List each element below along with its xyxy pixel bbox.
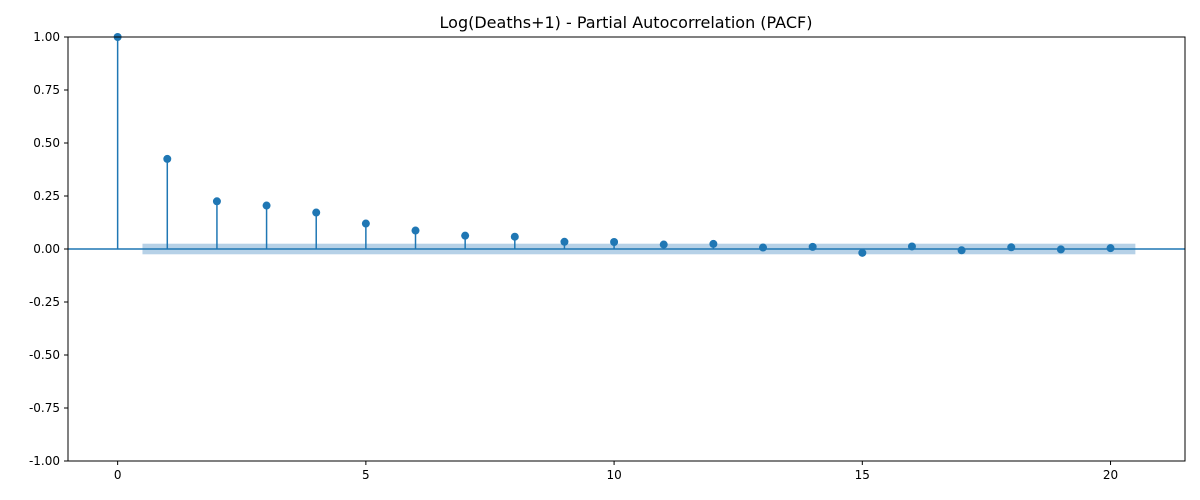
y-tick-label--0.25: -0.25 [29,295,60,309]
x-tick-label-0: 0 [114,468,122,482]
stem-marker-lag-15 [858,248,867,257]
chart-title: Log(Deaths+1) - Partial Autocorrelation … [440,13,813,32]
stem-marker-lag-7 [461,231,470,240]
y-tick-label--0.50: -0.50 [29,348,60,362]
stem-marker-lag-4 [312,208,321,217]
stem-marker-lag-18 [1007,243,1016,252]
axis-layer: 0 5 10 15 20 1.00 0.75 0.50 0.25 0.00 -0.25 -0.50 -0… [29,30,1118,482]
stem-marker-lag-20 [1106,244,1115,253]
stem-marker-lag-13 [759,243,768,252]
y-tick-label-0.75: 0.75 [33,83,60,97]
x-tick-label-5: 5 [362,468,370,482]
x-tick-label-20: 20 [1103,468,1118,482]
stem-marker-lag-8 [510,232,519,241]
x-tick-label-15: 15 [855,468,870,482]
stem-marker-lag-11 [659,240,668,249]
stem-marker-lag-17 [957,246,966,255]
stem-marker-lag-16 [907,242,916,251]
stem-marker-lag-2 [212,197,221,206]
y-tick-label--0.75: -0.75 [29,401,60,415]
stem-marker-lag-9 [560,237,569,246]
stem-marker-lag-10 [610,238,619,247]
stem-marker-lag-14 [808,242,817,251]
stem-marker-lag-3 [262,201,271,210]
x-tick-label-10: 10 [606,468,621,482]
stem-marker-lag-1 [163,154,172,163]
y-tick-label-0.25: 0.25 [33,189,60,203]
y-tick-label-1.00: 1.00 [33,30,60,44]
plot-frame [67,36,1186,462]
y-tick-label--1.00: -1.00 [29,454,60,468]
stem-marker-lag-5 [361,219,370,228]
stem-layer [113,33,1115,257]
y-tick-label-0.50: 0.50 [33,136,60,150]
y-tick-label-0.00: 0.00 [33,242,60,256]
stem-marker-lag-6 [411,226,420,235]
stem-marker-lag-19 [1056,245,1065,254]
stem-marker-lag-12 [709,239,718,248]
